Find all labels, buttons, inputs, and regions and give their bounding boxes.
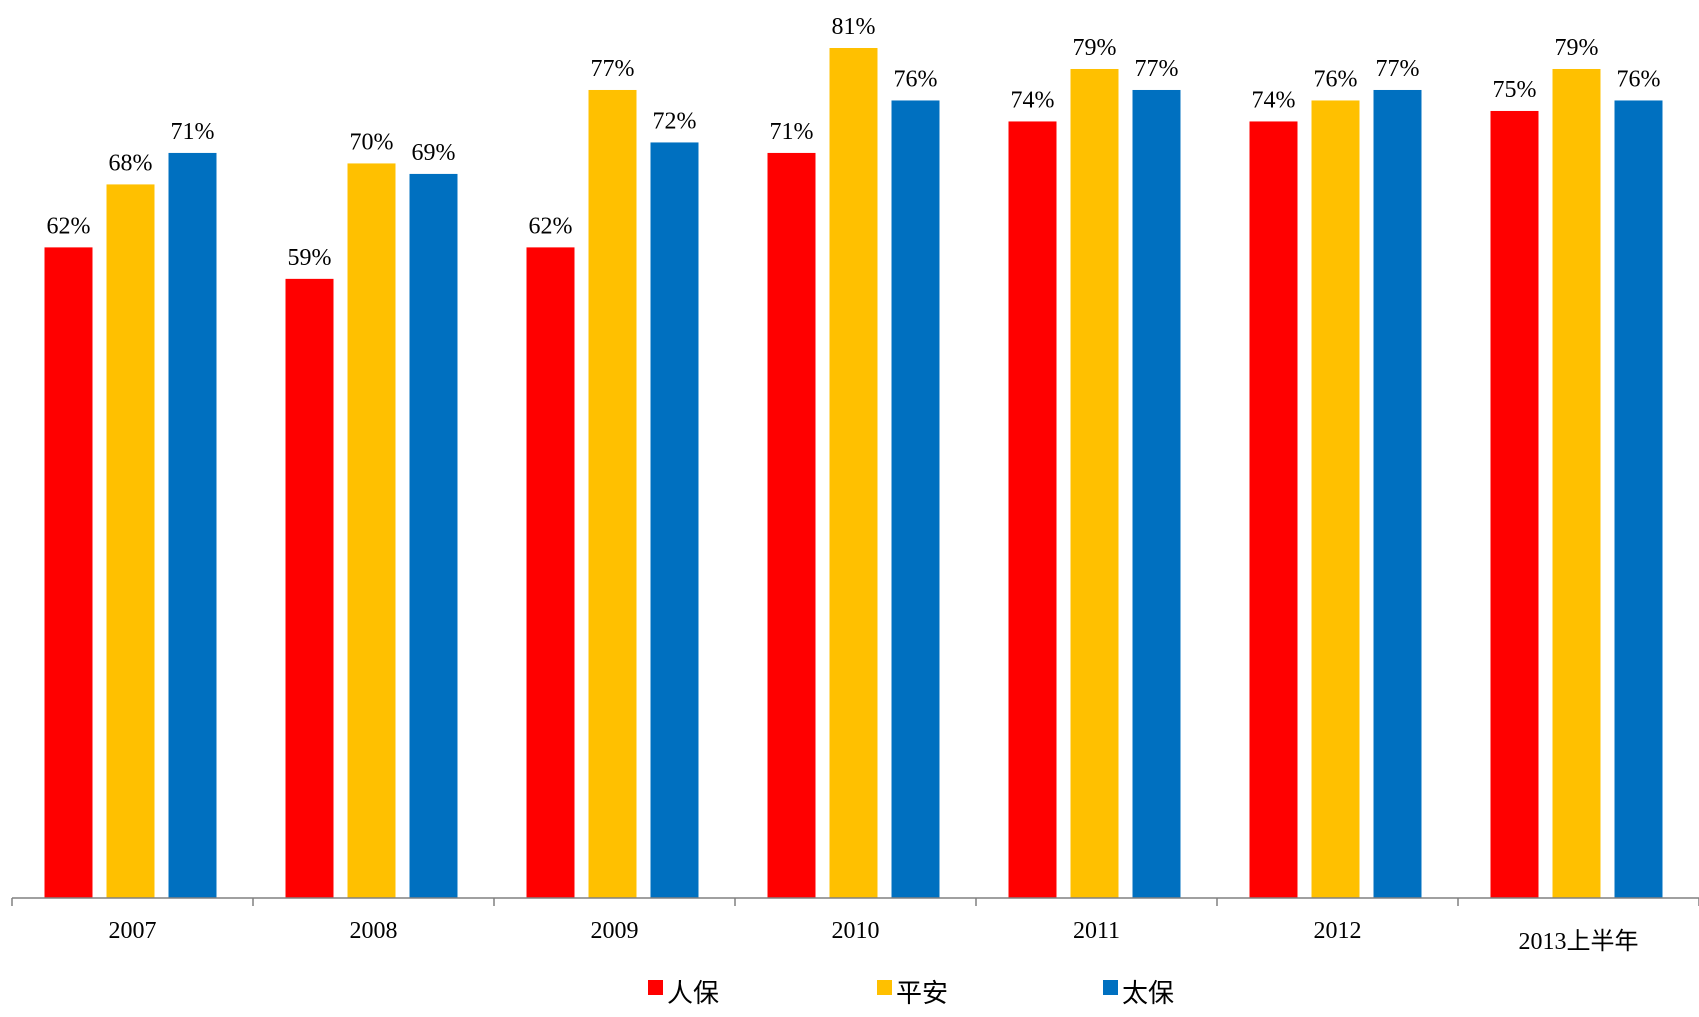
- bar-2010-平安: [829, 48, 878, 898]
- bar-2011-人保: [1008, 121, 1057, 898]
- data-label-2011-平安: 79%: [1073, 35, 1117, 61]
- data-label-2008-平安: 70%: [350, 129, 394, 155]
- data-label-2010-人保: 71%: [770, 119, 814, 145]
- legend: 人保 平安 太保: [648, 979, 1174, 1009]
- x-tick-label: 2011: [1073, 918, 1120, 944]
- x-tick-label: 2013上半年: [1519, 928, 1639, 955]
- data-label-2012-太保: 77%: [1376, 56, 1420, 82]
- bar-2009-太保: [650, 142, 699, 898]
- bar-2007-平安: [106, 184, 155, 899]
- bar-2012-平安: [1311, 100, 1360, 899]
- x-tick-label: 2009: [591, 918, 639, 944]
- bar-2012-太保: [1373, 89, 1422, 898]
- data-label-2008-人保: 59%: [288, 245, 332, 271]
- bars-layer: [44, 48, 1663, 899]
- bar-2013上半年-太保: [1614, 100, 1663, 899]
- bar-2012-人保: [1249, 121, 1298, 898]
- data-label-2013上半年-平安: 79%: [1555, 35, 1599, 61]
- bar-2009-平安: [588, 89, 637, 898]
- data-label-2007-平安: 68%: [109, 150, 153, 176]
- x-tick-label: 2008: [350, 918, 398, 944]
- bar-2013上半年-人保: [1490, 110, 1539, 899]
- data-label-2009-人保: 62%: [529, 213, 573, 239]
- data-label-2013上半年-人保: 75%: [1493, 77, 1537, 103]
- bar-2010-太保: [891, 100, 940, 899]
- data-label-2007-人保: 62%: [47, 213, 91, 239]
- bar-2008-平安: [347, 163, 396, 898]
- bar-2011-平安: [1070, 68, 1119, 898]
- data-label-2009-平安: 77%: [591, 56, 635, 82]
- data-label-2012-平安: 76%: [1314, 66, 1358, 92]
- legend-swatch-平安: [877, 980, 892, 995]
- bar-2009-人保: [526, 247, 575, 899]
- x-axis: 2007 2008 2009 2010 2011 2012 2013上半年: [11, 897, 1699, 955]
- bar-2007-太保: [168, 152, 217, 898]
- bar-2010-人保: [767, 152, 816, 898]
- legend-label-人保: 人保: [667, 979, 719, 1009]
- legend-label-平安: 平安: [896, 979, 948, 1009]
- data-label-2007-太保: 71%: [171, 119, 215, 145]
- legend-label-太保: 太保: [1122, 979, 1174, 1009]
- bar-2013上半年-平安: [1552, 68, 1601, 898]
- x-tick-label: 2007: [109, 918, 157, 944]
- bar-2007-人保: [44, 247, 93, 899]
- legend-swatch-太保: [1103, 980, 1118, 995]
- x-tick-label: 2010: [832, 918, 880, 944]
- bar-2011-太保: [1132, 89, 1181, 898]
- data-label-2009-太保: 72%: [653, 108, 697, 134]
- data-label-2013上半年-太保: 76%: [1617, 66, 1661, 92]
- bar-2008-太保: [409, 173, 458, 899]
- legend-swatch-人保: [648, 980, 663, 995]
- x-tick-label: 2012: [1314, 918, 1362, 944]
- data-label-2010-平安: 81%: [832, 14, 876, 40]
- data-label-2008-太保: 69%: [412, 140, 456, 166]
- data-label-2012-人保: 74%: [1252, 87, 1296, 113]
- data-labels-layer: 62% 68% 71% 59% 70% 69% 62% 77% 72% 71% 81% 76% 74% 7…: [47, 14, 1661, 271]
- data-label-2011-太保: 77%: [1135, 56, 1179, 82]
- data-label-2010-太保: 76%: [894, 66, 938, 92]
- data-label-2011-人保: 74%: [1011, 87, 1055, 113]
- bar-2008-人保: [285, 278, 334, 898]
